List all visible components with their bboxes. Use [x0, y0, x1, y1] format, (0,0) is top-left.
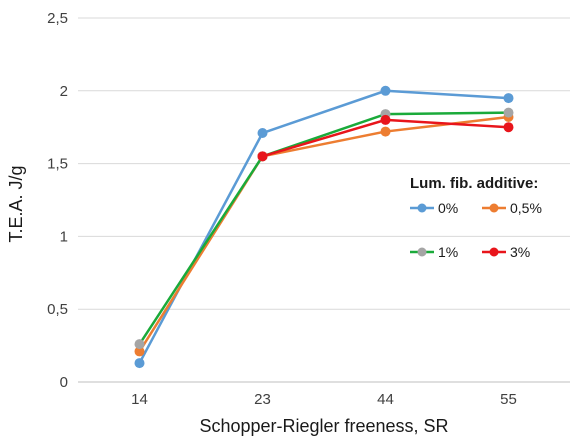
data-point: [380, 114, 391, 125]
legend-item: 0,5%: [482, 200, 542, 216]
legend-title: Lum. fib. additive:: [410, 175, 538, 192]
data-point: [257, 128, 268, 139]
x-tick-label: 14: [131, 391, 148, 408]
data-point: [257, 151, 268, 162]
data-point: [380, 85, 391, 96]
legend-item: 0%: [410, 200, 458, 216]
legend-label: 1%: [438, 244, 458, 260]
y-tick-label: 0,5: [47, 301, 68, 318]
y-tick-label: 2,5: [47, 10, 68, 27]
series-line: [138, 111, 509, 345]
legend-swatch-marker: [417, 247, 427, 257]
series-line: [262, 118, 509, 158]
data-point: [503, 122, 514, 133]
legend-item: 1%: [410, 244, 458, 260]
legend-swatch-marker: [417, 203, 427, 213]
y-tick-label: 0: [60, 374, 68, 391]
legend-label: 0%: [438, 200, 458, 216]
x-tick-label: 55: [500, 391, 517, 408]
data-point: [503, 93, 514, 104]
series-line: [138, 89, 509, 364]
y-tick-label: 1,5: [47, 156, 68, 173]
series-line: [138, 115, 509, 353]
y-tick-label: 1: [60, 228, 68, 245]
data-point: [380, 126, 391, 137]
x-tick-label: 23: [254, 391, 271, 408]
legend: Lum. fib. additive: 0% 0,5% 1% 3%: [410, 175, 542, 260]
legend-label: 0,5%: [510, 200, 542, 216]
y-axis-title: T.E.A. J/g: [6, 165, 26, 242]
series-group: [134, 85, 514, 369]
x-axis-title: Schopper-Riegler freeness, SR: [199, 416, 448, 436]
series-4: [257, 114, 514, 162]
data-point: [134, 358, 145, 369]
legend-swatch-marker: [489, 203, 499, 213]
x-tick-label: 44: [377, 391, 394, 408]
gridlines: [78, 17, 570, 310]
data-point: [134, 339, 145, 350]
legend-item: 3%: [482, 244, 530, 260]
y-tick-label: 2: [60, 83, 68, 100]
series-1: [134, 85, 514, 369]
y-axis-ticks: 0 0,5 1 1,5 2 2,5: [47, 10, 68, 391]
series-2: [134, 112, 514, 357]
legend-label: 3%: [510, 244, 530, 260]
legend-swatch-marker: [489, 247, 499, 257]
x-axis-ticks: 14 23 44 55: [131, 391, 517, 408]
data-point: [503, 107, 514, 118]
data-point: [134, 346, 145, 357]
